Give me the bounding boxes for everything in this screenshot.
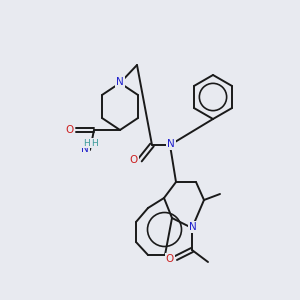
Text: H: H [82,139,89,148]
Text: N: N [167,139,175,149]
Text: H: H [91,139,98,148]
Text: O: O [65,125,73,135]
Text: O: O [166,254,174,264]
Text: N: N [189,222,197,232]
Text: O: O [130,155,138,165]
Text: N: N [81,144,89,154]
Text: N: N [116,77,124,87]
